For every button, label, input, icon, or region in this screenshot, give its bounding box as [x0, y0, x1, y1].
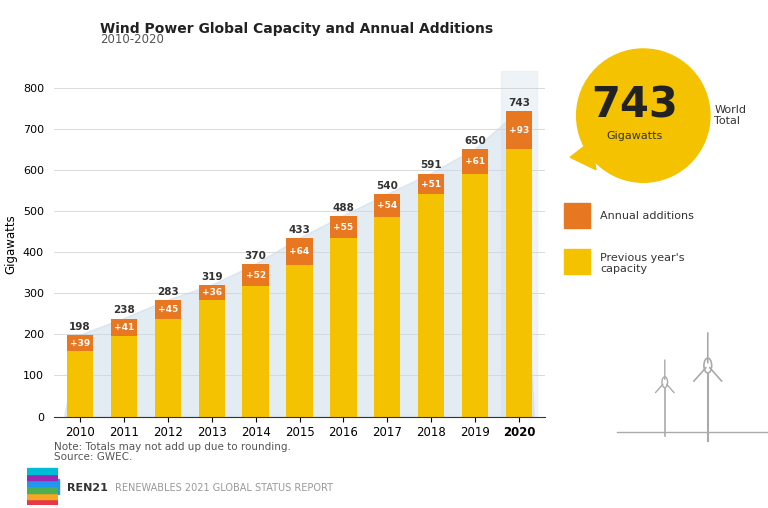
- Text: 433: 433: [289, 225, 310, 235]
- Text: +39: +39: [70, 339, 90, 347]
- Text: World
Total: World Total: [714, 105, 746, 126]
- Text: 238: 238: [113, 305, 135, 315]
- Bar: [38, 479, 45, 494]
- Bar: [564, 249, 590, 274]
- Text: Gigawatts: Gigawatts: [607, 132, 663, 141]
- Bar: [199, 285, 225, 300]
- Bar: [199, 300, 225, 417]
- Bar: [27, 500, 58, 505]
- Text: 591: 591: [420, 160, 442, 170]
- Bar: [27, 494, 58, 499]
- Polygon shape: [65, 111, 535, 417]
- Text: 198: 198: [69, 322, 91, 332]
- Text: Annual additions: Annual additions: [601, 211, 694, 220]
- Bar: [506, 149, 532, 417]
- Text: 319: 319: [201, 272, 223, 282]
- Polygon shape: [570, 141, 596, 170]
- Bar: [111, 336, 137, 417]
- Text: +61: +61: [465, 157, 485, 166]
- Bar: [564, 203, 590, 228]
- Text: Wind Power Global Capacity and Annual Additions: Wind Power Global Capacity and Annual Ad…: [100, 22, 493, 36]
- Bar: [154, 300, 181, 319]
- Bar: [286, 265, 313, 417]
- Y-axis label: Gigawatts: Gigawatts: [5, 214, 18, 274]
- Text: Note: Totals may not add up due to rounding.: Note: Totals may not add up due to round…: [54, 441, 290, 452]
- Text: Previous year's
capacity: Previous year's capacity: [601, 252, 685, 274]
- Bar: [462, 174, 488, 417]
- Bar: [286, 238, 313, 265]
- Text: 2010-2020: 2010-2020: [100, 33, 164, 46]
- Bar: [418, 174, 445, 195]
- Bar: [67, 351, 93, 417]
- Text: 743: 743: [591, 84, 678, 126]
- Bar: [67, 335, 93, 351]
- Text: +55: +55: [333, 223, 353, 232]
- Bar: [418, 195, 445, 417]
- Bar: [374, 195, 400, 217]
- Text: +54: +54: [377, 201, 397, 210]
- Text: +45: +45: [157, 305, 178, 314]
- Ellipse shape: [577, 49, 710, 182]
- Bar: [330, 216, 356, 238]
- Text: 370: 370: [245, 251, 266, 261]
- Text: 488: 488: [333, 203, 354, 212]
- Text: 650: 650: [464, 136, 486, 146]
- Bar: [111, 319, 137, 336]
- Bar: [462, 149, 488, 174]
- Text: 540: 540: [376, 181, 399, 191]
- Circle shape: [704, 358, 712, 373]
- Bar: [374, 217, 400, 417]
- Text: +64: +64: [290, 247, 310, 256]
- Bar: [27, 487, 58, 493]
- Text: 743: 743: [508, 98, 530, 108]
- Bar: [243, 286, 269, 417]
- Text: RENEWABLES 2021 GLOBAL STATUS REPORT: RENEWABLES 2021 GLOBAL STATUS REPORT: [115, 483, 333, 493]
- Circle shape: [662, 377, 667, 388]
- Text: +52: +52: [246, 271, 266, 279]
- Text: REN21: REN21: [67, 483, 108, 493]
- Text: 283: 283: [157, 287, 179, 297]
- Bar: [154, 319, 181, 417]
- Bar: [46, 479, 52, 494]
- Text: Source: GWEC.: Source: GWEC.: [54, 452, 132, 462]
- Text: +93: +93: [509, 125, 529, 135]
- Bar: [54, 479, 59, 494]
- Bar: [243, 264, 269, 286]
- Text: +36: +36: [202, 288, 222, 297]
- Bar: [330, 238, 356, 417]
- Bar: [506, 111, 532, 149]
- Text: +41: +41: [114, 323, 134, 332]
- Bar: [502, 71, 537, 417]
- Bar: [27, 474, 58, 480]
- Text: +51: +51: [421, 179, 442, 188]
- Bar: [27, 481, 58, 487]
- Bar: [31, 479, 37, 494]
- Bar: [27, 468, 58, 473]
